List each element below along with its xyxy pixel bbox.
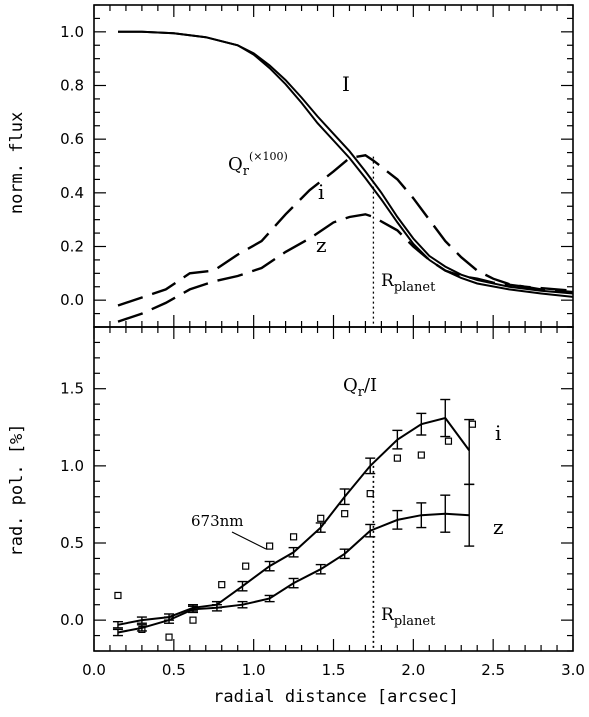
label-Qr: Qr(×100)	[228, 150, 288, 179]
bottom-panel: 0.0 0.5 1.0 1.5 0.0 0.5 1.0 1.5 2.0 2.5 3.0	[60, 326, 585, 679]
y-tick-label: 0.4	[60, 184, 84, 202]
label-rplanet-bottom: Rplanet	[381, 605, 436, 629]
label-rplanet-top: Rplanet	[381, 271, 436, 295]
label-z-top: z	[316, 233, 327, 257]
point-673nm	[317, 514, 325, 522]
y-tick-label: 0.2	[60, 238, 84, 256]
point-673nm	[218, 581, 226, 589]
y-tick-label: 0.6	[60, 130, 84, 148]
point-673nm	[138, 625, 146, 634]
x-tick-label: 3.0	[561, 661, 585, 679]
x-axis-title: radial distance [arcsec]	[213, 687, 459, 707]
point-673nm	[114, 591, 122, 600]
y-tick-label: 0.0	[60, 611, 84, 629]
y-tick-label: 1.0	[60, 23, 84, 41]
label-I: I	[342, 72, 350, 96]
y-tick-label: 1.0	[60, 457, 84, 475]
series-i	[118, 30, 574, 298]
x-tick-label: 0.5	[162, 661, 186, 679]
x-tick-label: 0.0	[82, 661, 106, 679]
label-673nm-leader	[231, 531, 267, 550]
y-tick-label: 1.5	[60, 380, 84, 398]
bottom-frame	[93, 326, 574, 652]
point-673nm	[468, 420, 477, 428]
point-673nm	[341, 510, 349, 518]
label-673nm: 673nm	[191, 512, 244, 530]
label-i-top: i	[318, 180, 324, 204]
label-Qr-over-I: Qr/I	[343, 375, 377, 400]
series-z	[117, 213, 574, 323]
point-673nm	[165, 633, 173, 641]
y-tick-label: 0.5	[60, 534, 84, 552]
x-tick-label: 1.0	[242, 661, 266, 679]
bottom-y-axis-title: rad. pol. [%]	[7, 423, 27, 556]
point-673nm	[189, 616, 197, 624]
point-673nm	[289, 533, 298, 541]
y-tick-label: 0.0	[60, 291, 84, 309]
x-tick-label: 2.5	[481, 661, 505, 679]
x-tick-label: 2.0	[401, 661, 425, 679]
label-i-bottom: i	[495, 421, 501, 445]
top-panel: 0.0 0.2 0.4 0.6 0.8 1.0	[60, 4, 574, 328]
top-y-axis-title: norm. flux	[7, 112, 27, 214]
series-i	[117, 416, 471, 626]
point-673nm	[417, 451, 425, 459]
point-673nm	[444, 437, 453, 445]
label-z-bottom: z	[493, 515, 504, 539]
series-i	[117, 154, 574, 307]
y-tick-label: 0.8	[60, 77, 84, 95]
point-673nm	[242, 562, 250, 570]
top-frame	[93, 4, 574, 328]
x-tick-label: 1.5	[322, 661, 346, 679]
point-673nm	[393, 454, 401, 462]
point-673nm	[366, 490, 374, 498]
point-673nm	[266, 542, 274, 550]
